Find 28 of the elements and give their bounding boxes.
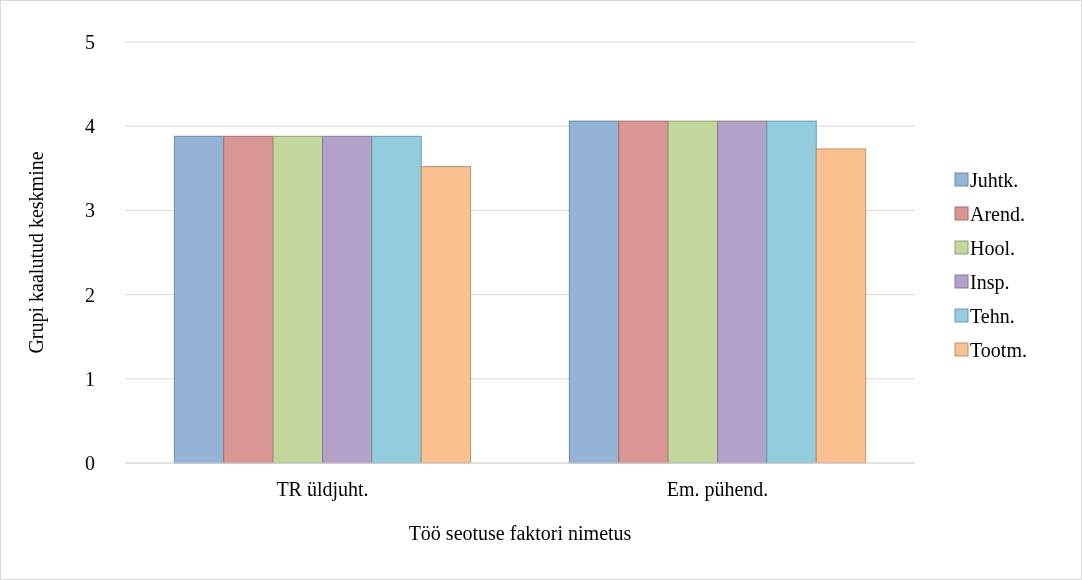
y-tick-label: 1 bbox=[85, 367, 95, 390]
bar bbox=[618, 120, 669, 464]
bar bbox=[223, 135, 274, 464]
bar bbox=[568, 120, 620, 464]
y-tick-label: 2 bbox=[85, 283, 95, 306]
x-tick-label: TR üldjuht. bbox=[276, 478, 369, 501]
legend-label: Tehn. bbox=[970, 305, 1015, 327]
bar bbox=[371, 135, 422, 464]
bar bbox=[717, 120, 768, 464]
legend-label: Tootm. bbox=[970, 339, 1027, 361]
legend-label: Arend. bbox=[970, 203, 1025, 225]
y-axis-title: Grupi kaalutud keskmine bbox=[25, 151, 48, 354]
legend-label: Hool. bbox=[970, 237, 1015, 259]
legend-label: Insp. bbox=[970, 271, 1010, 294]
bar bbox=[766, 120, 817, 464]
bar bbox=[272, 135, 323, 464]
bar bbox=[173, 135, 225, 464]
bar bbox=[322, 135, 373, 464]
y-tick-label: 5 bbox=[85, 31, 95, 53]
x-tick-label: Em. pühend. bbox=[666, 478, 769, 501]
bar bbox=[815, 148, 867, 464]
y-tick-label: 3 bbox=[85, 199, 95, 222]
y-tick-label: 0 bbox=[85, 452, 95, 474]
legend-label: Juhtk. bbox=[970, 169, 1019, 191]
bar bbox=[667, 120, 718, 464]
y-tick-label: 4 bbox=[85, 115, 95, 138]
x-axis-title: Töö seotuse faktori nimetus bbox=[408, 522, 632, 544]
bar bbox=[420, 166, 472, 464]
